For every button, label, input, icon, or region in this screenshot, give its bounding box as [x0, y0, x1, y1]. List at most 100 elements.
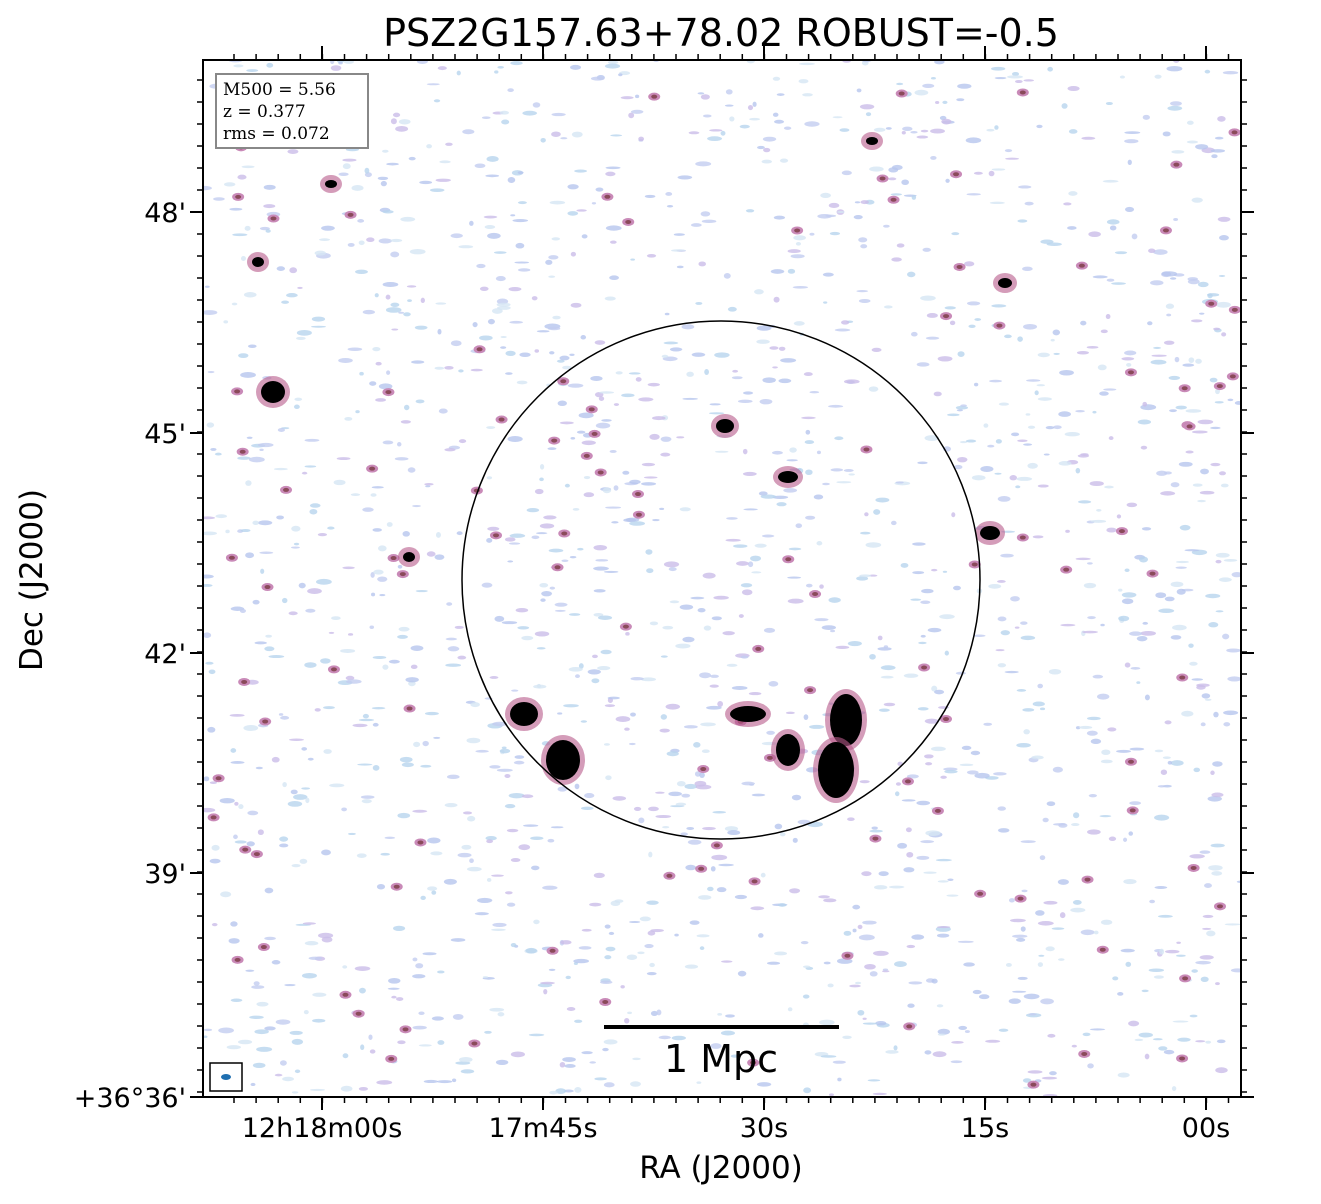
- noise-speckle: [386, 370, 391, 375]
- noise-speckle: [901, 179, 909, 186]
- noise-speckle: [1078, 725, 1093, 729]
- noise-speckle: [446, 774, 460, 780]
- faint-source-core: [283, 487, 290, 492]
- noise-speckle: [427, 837, 441, 844]
- noise-speckle: [1155, 592, 1167, 599]
- noise-speckle: [1000, 630, 1010, 636]
- noise-speckle: [774, 951, 788, 956]
- noise-speckle: [486, 476, 493, 480]
- noise-speckle: [820, 1055, 837, 1058]
- noise-speckle: [1058, 958, 1065, 961]
- noise-speckle: [1124, 662, 1131, 668]
- noise-speckle: [504, 773, 511, 778]
- noise-speckle: [777, 903, 787, 907]
- noise-speckle: [414, 325, 428, 330]
- noise-speckle: [907, 1003, 915, 1008]
- noise-speckle: [1020, 926, 1026, 932]
- noise-speckle: [883, 702, 896, 707]
- noise-speckle: [918, 641, 927, 645]
- noise-speckle: [589, 1061, 596, 1064]
- noise-speckle: [699, 946, 705, 951]
- noise-speckle: [862, 920, 877, 925]
- noise-speckle: [906, 774, 919, 779]
- faint-source-core: [698, 866, 705, 871]
- noise-speckle: [1189, 661, 1198, 666]
- source: [776, 734, 800, 766]
- noise-speckle: [1106, 219, 1120, 225]
- noise-speckle: [312, 1018, 326, 1023]
- noise-speckle: [1163, 471, 1172, 475]
- noise-speckle: [521, 794, 534, 799]
- noise-speckle: [841, 170, 852, 176]
- noise-speckle: [1031, 755, 1044, 760]
- noise-speckle: [916, 135, 929, 139]
- noise-speckle: [370, 572, 375, 578]
- faint-source-core: [554, 565, 561, 570]
- noise-speckle: [1200, 468, 1209, 475]
- noise-speckle: [895, 481, 904, 484]
- noise-speckle: [940, 775, 947, 779]
- noise-speckle: [203, 516, 216, 520]
- noise-speckle: [338, 358, 353, 363]
- noise-speckle: [625, 517, 640, 522]
- noise-speckle: [714, 450, 729, 453]
- noise-speckle: [203, 584, 213, 587]
- noise-speckle: [1185, 450, 1194, 454]
- noise-speckle: [739, 124, 750, 129]
- noise-speckle: [880, 665, 896, 671]
- noise-speckle: [411, 360, 425, 364]
- noise-speckle: [501, 746, 507, 750]
- noise-speckle: [1197, 499, 1206, 503]
- noise-speckle: [1010, 596, 1020, 602]
- noise-speckle: [548, 255, 559, 260]
- noise-speckle: [965, 439, 977, 443]
- noise-speckle: [734, 894, 748, 900]
- noise-speckle: [818, 895, 830, 899]
- noise-speckle: [687, 839, 702, 845]
- noise-speckle: [920, 600, 931, 605]
- noise-speckle: [937, 926, 951, 929]
- noise-speckle: [408, 156, 416, 161]
- source: [818, 742, 854, 798]
- noise-speckle: [296, 329, 312, 336]
- noise-speckle: [229, 714, 245, 717]
- noise-speckle: [856, 576, 869, 581]
- source: [980, 526, 1000, 540]
- source: [866, 137, 878, 145]
- noise-speckle: [703, 625, 712, 631]
- noise-speckle: [786, 459, 798, 462]
- noise-speckle: [531, 865, 540, 871]
- noise-speckle: [1220, 483, 1229, 488]
- noise-speckle: [275, 1019, 291, 1025]
- noise-speckle: [433, 99, 441, 103]
- noise-speckle: [247, 810, 259, 816]
- noise-speckle: [651, 416, 666, 421]
- noise-speckle: [730, 1054, 740, 1058]
- noise-speckle: [501, 621, 518, 625]
- noise-speckle: [509, 533, 526, 538]
- noise-speckle: [299, 858, 308, 864]
- noise-speckle: [364, 167, 370, 174]
- noise-speckle: [708, 412, 725, 415]
- noise-speckle: [456, 70, 461, 76]
- noise-speckle: [920, 295, 936, 301]
- noise-speckle: [942, 100, 948, 104]
- faint-source-core: [943, 717, 950, 722]
- noise-speckle: [966, 193, 981, 196]
- noise-speckle: [1080, 453, 1089, 456]
- noise-speckle: [931, 685, 938, 692]
- faint-source-core: [476, 347, 483, 352]
- noise-speckle: [676, 265, 684, 269]
- faint-source-core: [228, 555, 235, 560]
- noise-speckle: [1189, 1014, 1198, 1018]
- noise-speckle: [207, 370, 215, 374]
- noise-speckle: [378, 238, 392, 244]
- faint-source-core: [253, 852, 260, 857]
- noise-speckle: [368, 1034, 373, 1040]
- noise-speckle: [641, 482, 657, 486]
- noise-speckle: [1052, 766, 1063, 773]
- noise-speckle: [259, 448, 264, 452]
- noise-speckle: [301, 787, 311, 790]
- noise-speckle: [290, 546, 300, 549]
- noise-speckle: [1052, 329, 1061, 336]
